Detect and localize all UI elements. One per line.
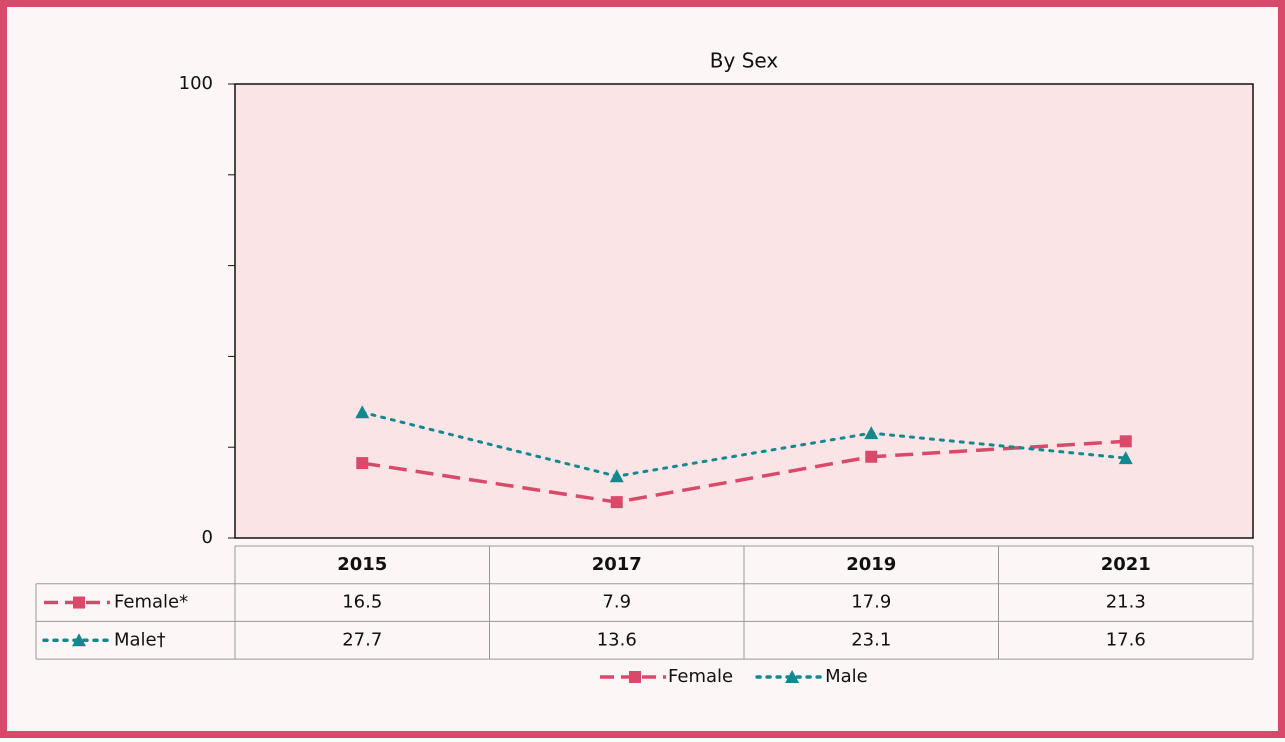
table-value: 17.9 bbox=[851, 592, 891, 613]
legend-marker bbox=[72, 633, 86, 647]
marker bbox=[864, 426, 879, 440]
table-value: 16.5 bbox=[342, 592, 382, 613]
marker bbox=[609, 469, 624, 483]
x-tick-label: 2017 bbox=[592, 554, 642, 575]
table-value: 23.1 bbox=[851, 629, 891, 650]
legend-label: Male bbox=[825, 666, 868, 687]
marker bbox=[1118, 451, 1133, 465]
marker bbox=[610, 496, 623, 509]
table-value: 17.6 bbox=[1106, 629, 1146, 650]
legend-label: Female bbox=[668, 666, 733, 687]
x-tick-label: 2015 bbox=[337, 554, 387, 575]
x-tick-label: 2021 bbox=[1101, 554, 1151, 575]
y-tick-label: 100 bbox=[179, 73, 213, 94]
y-tick-label: 0 bbox=[202, 527, 213, 548]
legend-marker bbox=[73, 596, 85, 609]
series-line bbox=[360, 410, 1128, 478]
table-value: 27.7 bbox=[342, 629, 382, 650]
marker bbox=[356, 457, 369, 470]
marker bbox=[355, 405, 370, 419]
legend-marker bbox=[785, 670, 800, 683]
chart-title: By Sex bbox=[710, 49, 779, 73]
row-label: Male† bbox=[114, 629, 166, 650]
legend-marker bbox=[629, 671, 641, 683]
marker bbox=[865, 450, 878, 463]
x-tick-label: 2019 bbox=[846, 554, 896, 575]
table-value: 13.6 bbox=[597, 629, 637, 650]
marker bbox=[1119, 435, 1132, 448]
plot-area bbox=[234, 83, 1254, 539]
series-line bbox=[361, 439, 1126, 504]
row-label: Female* bbox=[114, 592, 188, 613]
table-value: 7.9 bbox=[602, 592, 631, 613]
table-value: 21.3 bbox=[1106, 592, 1146, 613]
